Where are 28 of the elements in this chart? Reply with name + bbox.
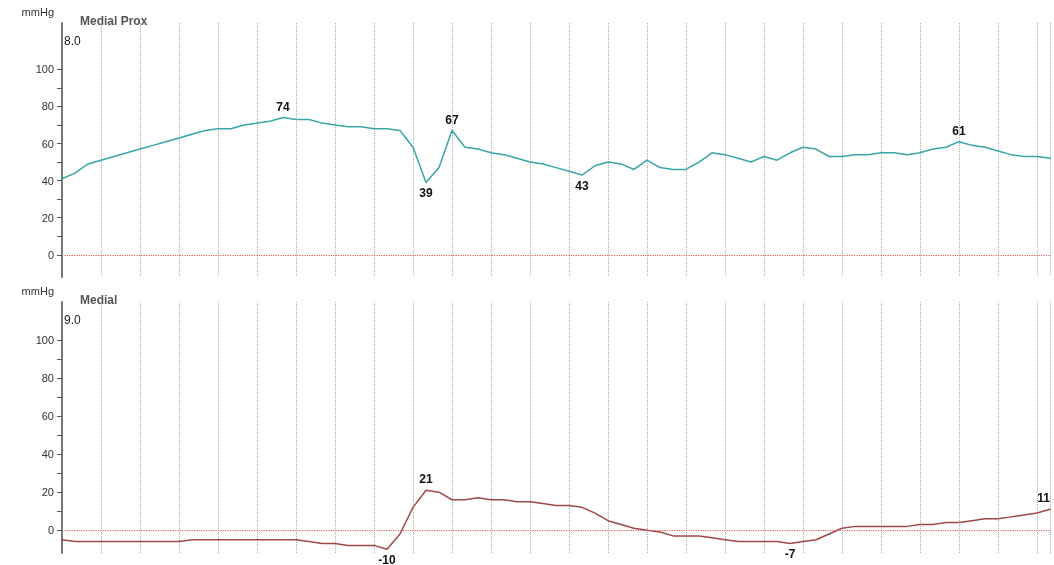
y-tick-label: 80: [41, 372, 54, 385]
y-tick-label: 40: [41, 448, 54, 461]
data-label: 74: [276, 99, 290, 114]
y-tick-label: 60: [41, 137, 54, 150]
chart-title: Medial: [80, 293, 118, 307]
y-tick-label: 100: [35, 63, 54, 76]
data-label: 43: [575, 179, 589, 194]
data-label: -7: [784, 547, 796, 562]
y-tick-label: 40: [41, 174, 54, 187]
y-tick-label: 60: [41, 410, 54, 423]
annotation: 8.0: [64, 34, 82, 48]
chart-title: Medial Prox: [80, 14, 148, 28]
line-series: [61, 489, 1051, 550]
annotation: 9.0: [64, 313, 82, 327]
y-axis-title: mmHg: [21, 5, 54, 18]
y-tick-label: 0: [47, 524, 54, 537]
y-tick-label: 100: [35, 334, 54, 347]
data-label: 67: [445, 112, 459, 127]
data-label: 11: [1037, 491, 1051, 506]
data-label: 61: [952, 123, 966, 138]
y-axis-title: mmHg: [21, 284, 54, 297]
data-label: 21: [419, 472, 433, 487]
y-tick-label: 80: [41, 100, 54, 113]
y-tick-label: 0: [47, 248, 54, 261]
data-label: -10: [378, 553, 396, 565]
y-tick-label: 20: [41, 211, 54, 224]
y-tick-label: 20: [41, 486, 54, 499]
data-label: 39: [419, 186, 433, 201]
